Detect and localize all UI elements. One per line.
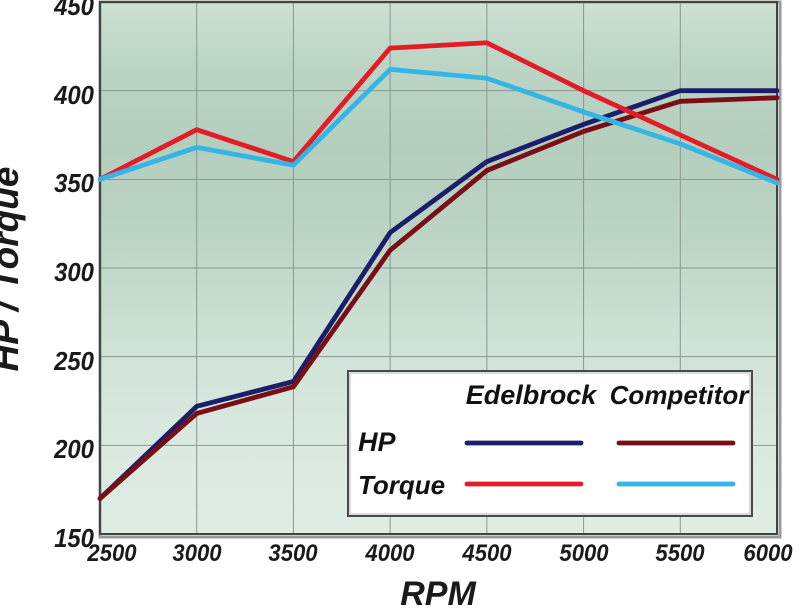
svg-text:Competitor: Competitor — [610, 380, 751, 410]
svg-text:HP: HP — [358, 427, 396, 457]
svg-text:Edelbrock: Edelbrock — [466, 380, 599, 410]
svg-text:Torque: Torque — [358, 470, 445, 500]
